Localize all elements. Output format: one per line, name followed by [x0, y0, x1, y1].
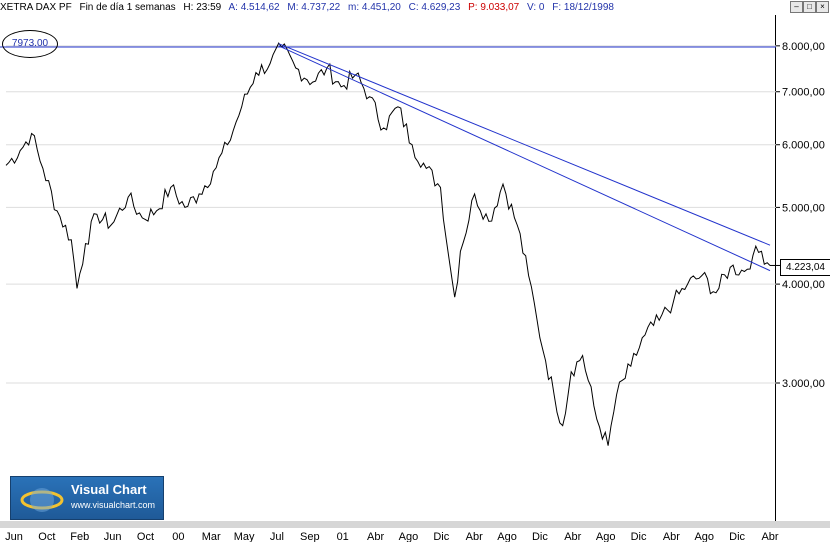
trend-line[interactable]: [278, 45, 771, 272]
y-tick-label: 3.000,00: [782, 378, 825, 390]
x-tick-label: Ago: [399, 531, 419, 542]
horizontal-scrollbar[interactable]: [0, 521, 830, 528]
x-tick-label: Ago: [596, 531, 616, 542]
volume-value: V: 0: [527, 2, 545, 13]
x-tick-label: Feb: [70, 531, 89, 542]
date-value: F: 18/12/1998: [552, 2, 614, 13]
close-value: C: 4.629,23: [408, 2, 461, 13]
symbol-label: XETRA DAX PF: [0, 2, 72, 13]
low-value: m: 4.451,20: [348, 2, 401, 13]
y-tick-label: 8.000,00: [782, 41, 825, 53]
hour-value: H: 23:59: [183, 2, 222, 13]
x-tick-label: Abr: [466, 531, 483, 542]
x-tick-label: Oct: [137, 531, 154, 542]
x-tick-label: Dic: [729, 531, 745, 542]
x-tick-label: Mar: [202, 531, 221, 542]
last-price-label: 4.223,04: [780, 259, 830, 276]
logo-title: Visual Chart: [71, 482, 147, 497]
high-value: M: 4.737,22: [287, 2, 341, 13]
x-tick-label: Jul: [270, 531, 284, 542]
trend-line[interactable]: [278, 43, 771, 246]
y-tick-label: 5.000,00: [782, 202, 825, 214]
y-tick-label: 4.000,00: [782, 279, 825, 291]
point-value: P: 9.033,07: [468, 2, 520, 13]
x-tick-label: Jun: [5, 531, 23, 542]
x-tick-label: Ago: [694, 531, 714, 542]
minimize-button[interactable]: –: [790, 1, 803, 13]
x-tick-label: Abr: [367, 531, 384, 542]
y-tick-label: 7.000,00: [782, 87, 825, 99]
visual-chart-logo: Visual Chart www.visualchart.com: [10, 476, 164, 520]
x-tick-label: Abr: [564, 531, 581, 542]
logo-swoosh-icon: [20, 488, 64, 512]
open-value: A: 4.514,62: [228, 2, 280, 13]
x-tick-label: May: [234, 531, 255, 542]
x-tick-label: Abr: [761, 531, 778, 542]
x-tick-label: 01: [337, 531, 349, 542]
y-tick-label: 6.000,00: [782, 140, 825, 152]
x-tick-label: Dic: [631, 531, 647, 542]
chart-header: XETRA DAX PF Fin de día 1 semanas H: 23:…: [0, 0, 830, 15]
x-tick-label: 00: [172, 531, 184, 542]
level-label[interactable]: 7973.00: [2, 30, 58, 58]
x-tick-label: Dic: [433, 531, 449, 542]
x-tick-label: Abr: [663, 531, 680, 542]
x-tick-label: Dic: [532, 531, 548, 542]
x-tick-label: Ago: [497, 531, 517, 542]
close-button[interactable]: ×: [816, 1, 829, 13]
maximize-button[interactable]: □: [803, 1, 816, 13]
period-label: Fin de día 1 semanas: [79, 2, 176, 13]
logo-url: www.visualchart.com: [71, 500, 156, 510]
price-series-line: [5, 42, 771, 446]
x-tick-label: Jun: [104, 531, 122, 542]
x-tick-label: Sep: [300, 531, 320, 542]
x-tick-label: Oct: [38, 531, 55, 542]
